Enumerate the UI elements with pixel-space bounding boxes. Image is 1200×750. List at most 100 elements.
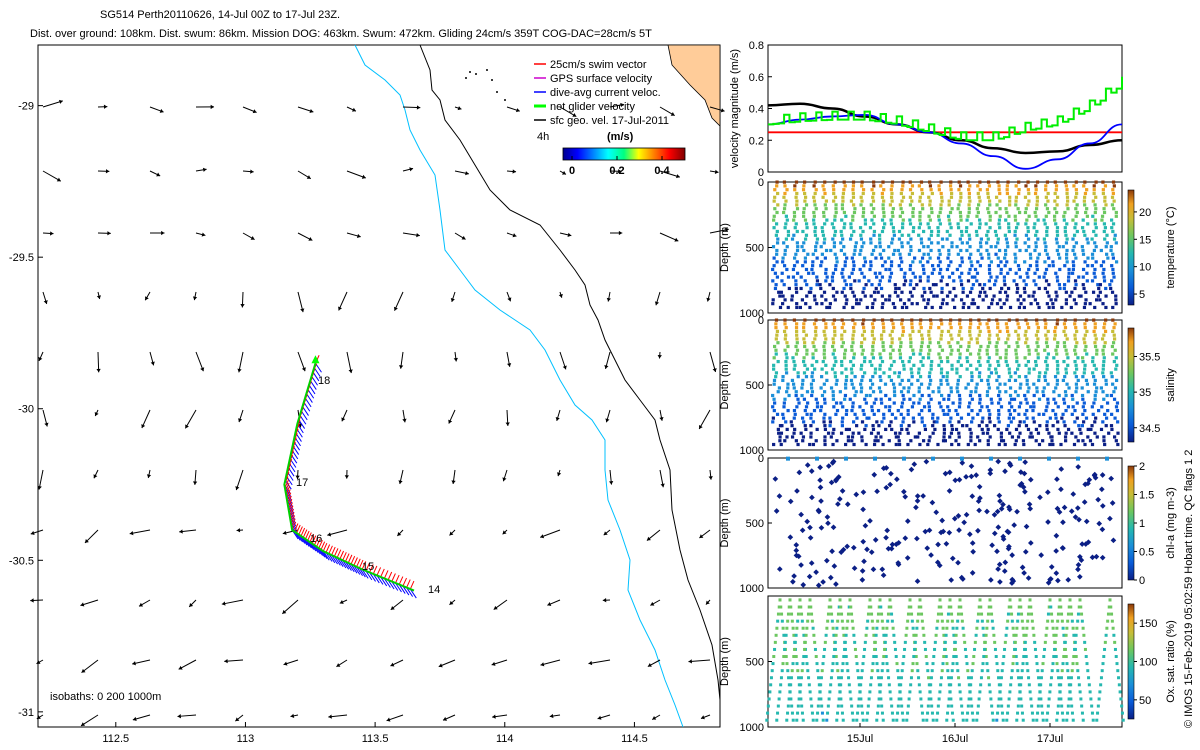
chl-sample	[824, 514, 831, 520]
profile-sample	[939, 318, 943, 322]
profile-sample	[840, 333, 844, 337]
profile-sample	[1065, 352, 1069, 356]
profile-sample	[883, 382, 888, 386]
profile-sample	[1013, 214, 1017, 218]
profile-sample	[911, 214, 915, 218]
ox-sample	[1013, 647, 1017, 651]
profile-sample	[915, 283, 919, 287]
profile-sample	[860, 378, 864, 383]
profile-sample	[969, 390, 973, 394]
profile-sample	[890, 180, 895, 184]
ox-sample	[789, 676, 793, 680]
profile-sample	[968, 199, 972, 203]
profile-sample	[1047, 294, 1051, 298]
ox-sample	[1081, 626, 1085, 630]
profile-sample	[860, 435, 864, 439]
ox-sample	[775, 718, 779, 722]
profile-sample	[959, 218, 963, 222]
profile-sample	[1062, 359, 1066, 364]
current-vector	[659, 469, 665, 488]
profile-sample	[1105, 401, 1110, 405]
profile-sample	[919, 318, 923, 322]
vector-shaft	[282, 599, 299, 615]
current-vector	[192, 291, 198, 301]
profile-sample	[1016, 222, 1020, 226]
ox-sample	[839, 676, 843, 680]
ox-sample	[1109, 605, 1113, 609]
ox-sample	[1058, 598, 1062, 602]
profile-sample	[1023, 333, 1027, 337]
profile-sample	[801, 188, 806, 192]
profile-sample	[1090, 264, 1094, 268]
profile-sample	[980, 427, 984, 432]
profile-sample	[939, 405, 943, 409]
profile-sample	[1006, 271, 1010, 275]
vector-head	[36, 660, 41, 664]
profile-sample	[1113, 348, 1117, 352]
profile-sample	[968, 401, 972, 405]
ox-sample	[1011, 626, 1015, 630]
profile-sample	[801, 378, 805, 383]
profile-sample	[987, 256, 991, 260]
profile-sample	[911, 260, 915, 264]
ox-sample	[829, 683, 833, 687]
profile-sample	[993, 229, 998, 234]
profile-sample	[857, 302, 861, 306]
chl-sample	[914, 535, 920, 542]
profile-sample	[794, 326, 799, 330]
swim-vector	[339, 550, 345, 560]
profile-sample	[841, 199, 845, 203]
profile-sample	[786, 229, 790, 234]
ox-sample	[944, 633, 948, 637]
ox-sample	[1002, 655, 1006, 659]
profile-sample	[795, 271, 800, 275]
ox-sample	[872, 655, 876, 659]
profile-sample	[1063, 180, 1068, 184]
ox-sample	[863, 647, 867, 651]
profile-sample	[921, 264, 925, 268]
profile-sample	[958, 356, 962, 360]
ox-sample	[801, 626, 805, 630]
chl-sample	[1000, 501, 1006, 508]
profile-sample	[860, 271, 864, 275]
ox-sample	[991, 718, 995, 722]
y-tick-label: -30	[18, 404, 34, 416]
profile-sample	[985, 322, 989, 326]
profile-sample	[939, 378, 943, 383]
colorbar-label: salinity	[1165, 368, 1177, 402]
profile-sample	[1056, 371, 1060, 375]
ox-sample	[1039, 697, 1043, 701]
vector-head	[461, 235, 466, 240]
ox-sample	[973, 640, 977, 644]
vector-head	[416, 105, 421, 110]
profile-sample	[853, 412, 857, 416]
profile-sample	[1074, 302, 1078, 306]
ox-sample	[1026, 619, 1030, 623]
ox-sample	[786, 704, 790, 708]
colorbar-label: chl-a (mg m-3)	[1165, 487, 1177, 559]
y-tick-label: 0.6	[749, 72, 764, 84]
ox-sample	[1076, 669, 1080, 673]
ox-sample	[1120, 711, 1124, 715]
ox-sample	[1103, 640, 1107, 644]
profile-sample	[795, 329, 799, 334]
profile-sample	[1035, 264, 1039, 268]
ox-sample	[793, 647, 797, 651]
ox-sample	[838, 598, 842, 602]
profile-sample	[1034, 427, 1039, 432]
profile-sample	[860, 363, 864, 367]
profile-sample	[893, 248, 897, 253]
profile-sample	[859, 382, 863, 386]
profile-sample	[935, 420, 939, 424]
profile-sample	[958, 237, 962, 241]
profile-sample	[1080, 393, 1085, 398]
profile-sample	[967, 271, 971, 275]
ox-sample	[805, 662, 809, 666]
profile-sample	[1065, 203, 1069, 207]
profile-sample	[783, 298, 787, 302]
profile-sample	[949, 326, 953, 330]
ox-sample	[1000, 704, 1004, 708]
ox-sample	[961, 718, 965, 722]
chl-sample	[895, 560, 902, 566]
profile-sample	[784, 237, 788, 241]
